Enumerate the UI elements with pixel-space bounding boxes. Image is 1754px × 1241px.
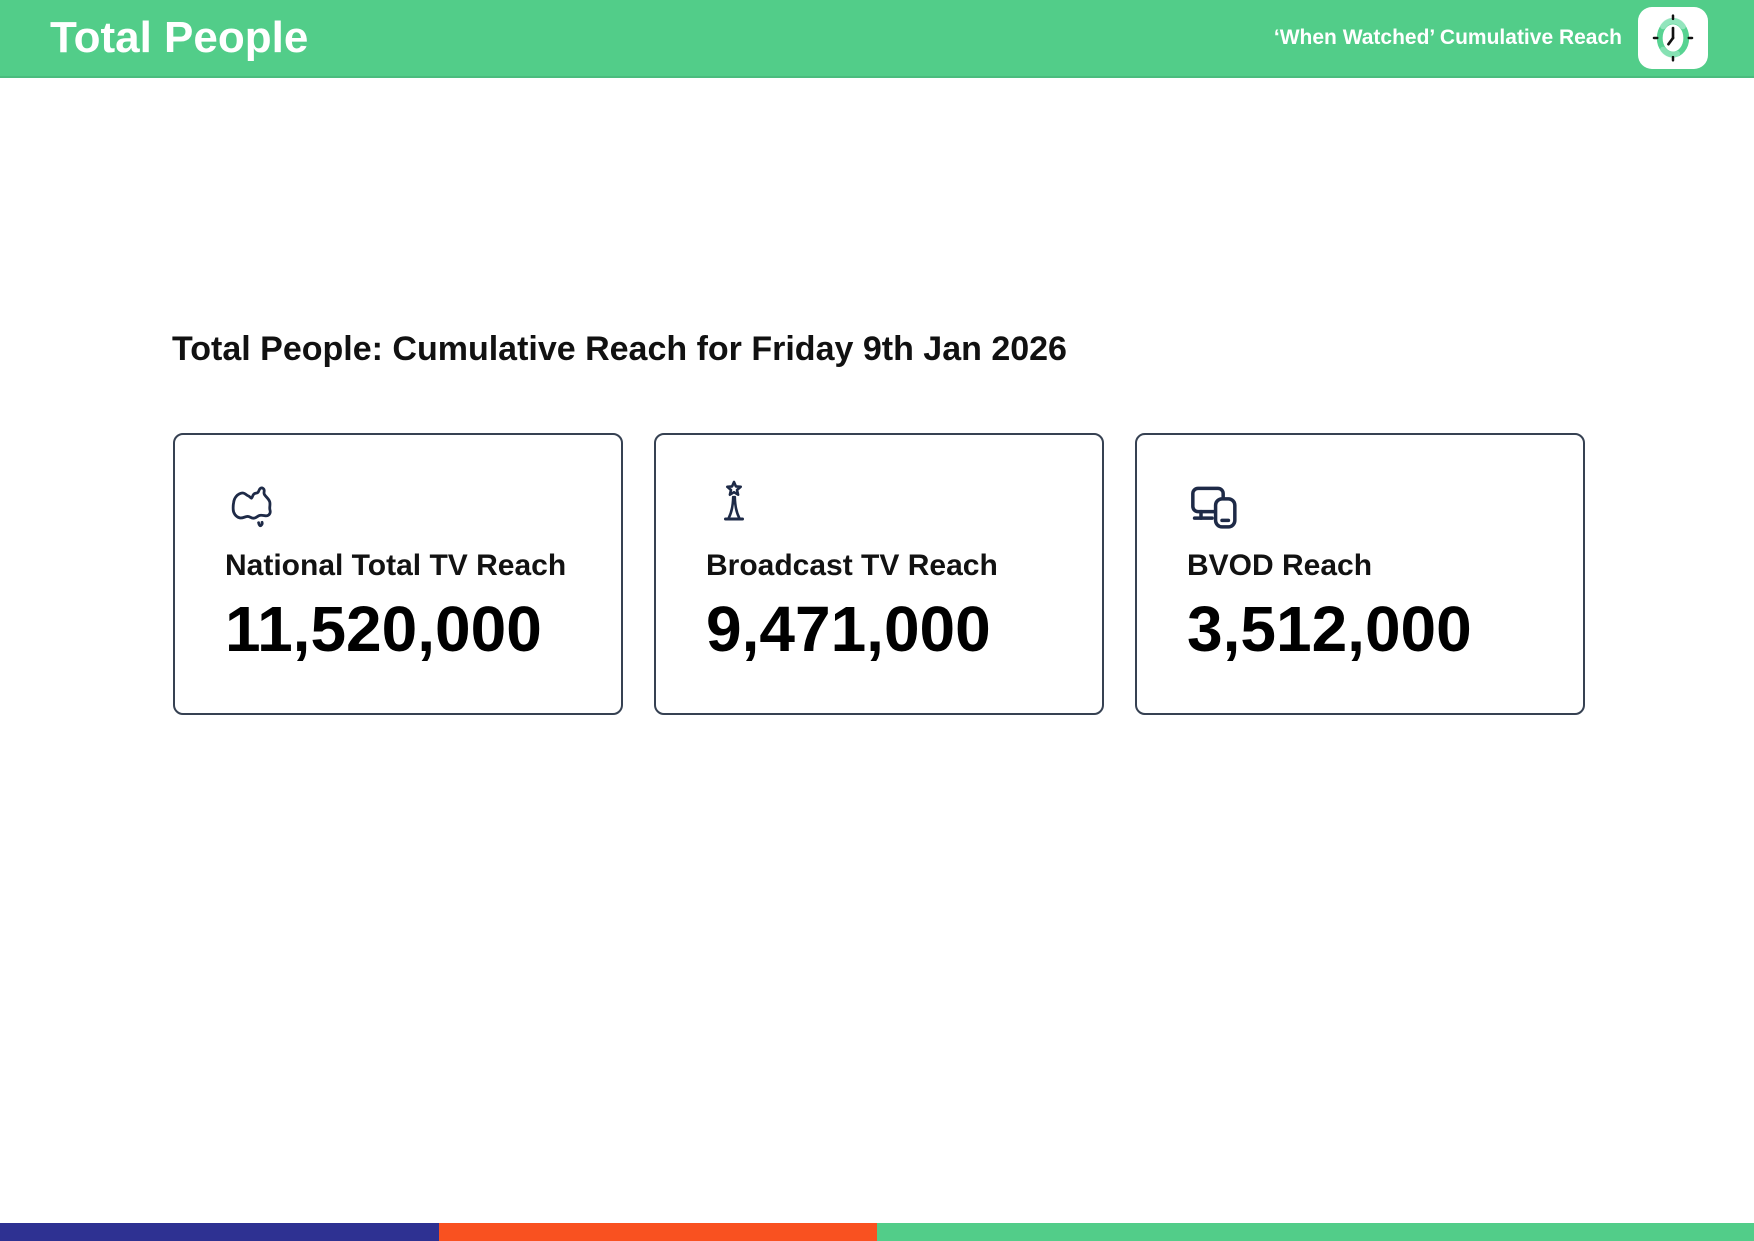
when-watched-clock-icon xyxy=(1638,7,1708,69)
footer-segment-blue xyxy=(0,1223,439,1241)
kpi-card-broadcast-tv: Broadcast TV Reach 9,471,000 xyxy=(654,433,1104,715)
report-heading: Total People: Cumulative Reach for Frida… xyxy=(172,330,1067,368)
kpi-label: BVOD Reach xyxy=(1187,549,1373,582)
kpi-label: Broadcast TV Reach xyxy=(706,549,998,582)
app-header: Total People ‘When Watched’ Cumulative R… xyxy=(0,0,1754,78)
kpi-label: National Total TV Reach xyxy=(225,549,567,582)
kpi-value: 11,520,000 xyxy=(225,593,542,665)
kpi-value: 9,471,000 xyxy=(706,593,991,665)
kpi-card-bvod: BVOD Reach 3,512,000 xyxy=(1135,433,1585,715)
kpi-value: 3,512,000 xyxy=(1187,593,1472,665)
header-right-group: ‘When Watched’ Cumulative Reach xyxy=(1274,7,1708,69)
australia-map-icon xyxy=(225,479,281,535)
report-subtitle: ‘When Watched’ Cumulative Reach xyxy=(1273,26,1622,49)
footer-segment-orange xyxy=(438,1223,877,1241)
footer-color-bar xyxy=(0,1223,1754,1241)
kpi-card-national-total-tv: National Total TV Reach 11,520,000 xyxy=(173,433,623,715)
footer-segment-green xyxy=(877,1223,1754,1241)
broadcast-tower-icon xyxy=(706,479,762,535)
kpi-cards-row: National Total TV Reach 11,520,000 Broad… xyxy=(173,433,1585,715)
page-title: Total People xyxy=(50,13,309,62)
devices-icon xyxy=(1187,479,1243,535)
